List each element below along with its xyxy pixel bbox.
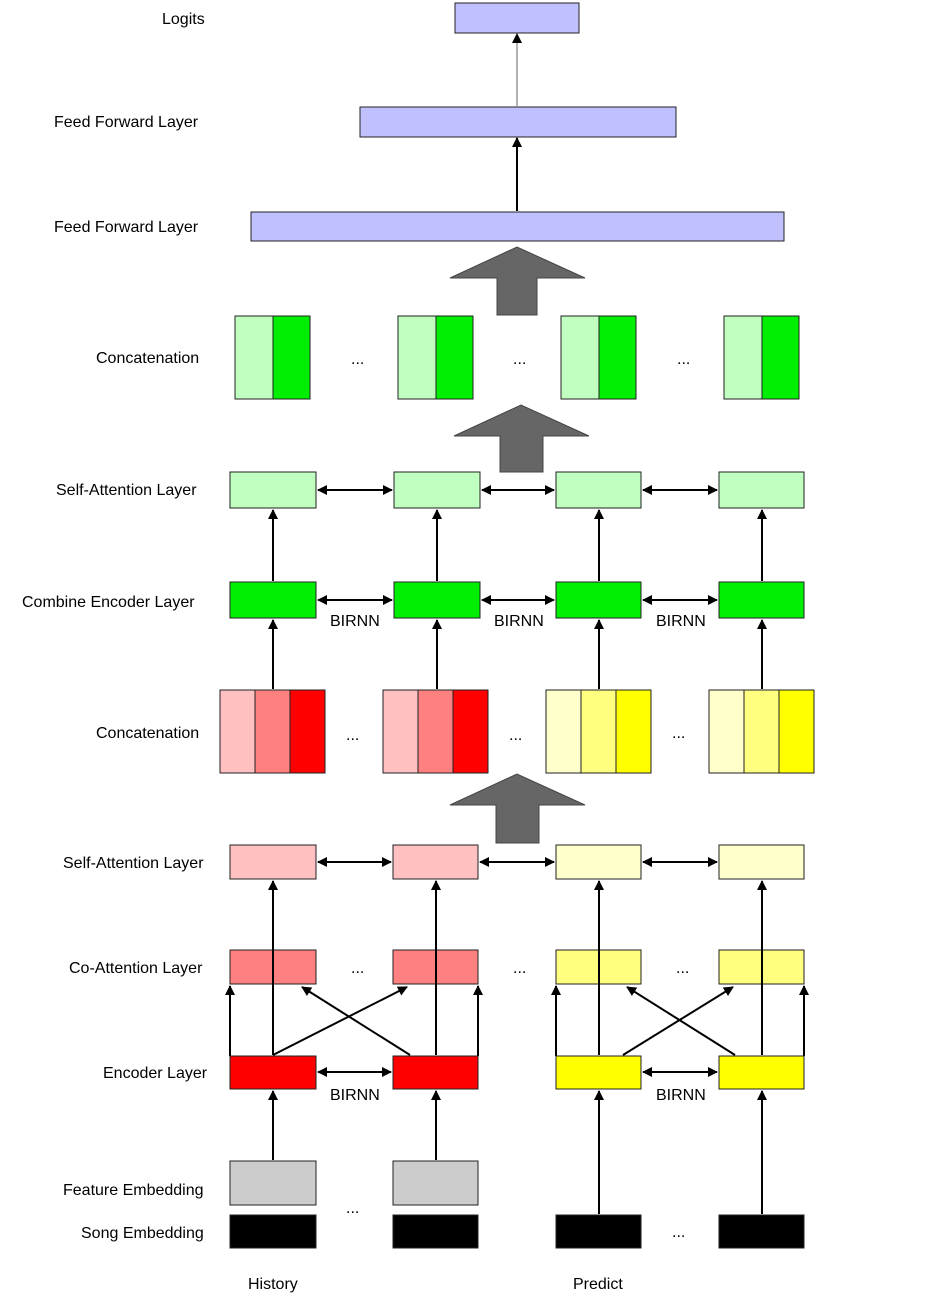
label-concatenation-mid: Concatenation — [96, 725, 199, 742]
label-combine-encoder: Combine Encoder Layer — [22, 594, 195, 611]
arrow-cross — [301, 986, 411, 1056]
ellipsis: ... — [672, 1224, 685, 1241]
big-arrow-up-middle — [453, 404, 590, 473]
self-attention-bottom-box-4 — [718, 844, 805, 880]
co-attention-box-4 — [718, 949, 805, 985]
ellipsis: ... — [346, 727, 359, 744]
concat-mid-block-4 — [708, 689, 815, 774]
co-attention-box-3 — [555, 949, 642, 985]
label-feed-forward-bottom: Feed Forward Layer — [54, 219, 199, 236]
encoder-box-2 — [392, 1055, 479, 1090]
feature-embedding-box-2 — [392, 1160, 479, 1206]
birnn-label: BIRNN — [494, 613, 544, 630]
ellipsis: ... — [351, 960, 364, 977]
concat-top-block-2 — [397, 315, 474, 400]
concat-mid-block-2 — [382, 689, 489, 774]
label-logits: Logits — [162, 11, 205, 28]
encoder-box-1 — [229, 1055, 317, 1090]
self-attention-bottom-box-1 — [229, 844, 317, 880]
feature-embedding-box-1 — [229, 1160, 317, 1206]
label-concatenation-top: Concatenation — [96, 350, 199, 367]
self-attention-bottom-box-2 — [392, 844, 479, 880]
self-attention-top-box-1 — [229, 471, 317, 509]
label-history: History — [248, 1276, 298, 1293]
song-embedding-box-2 — [392, 1214, 479, 1249]
ellipsis: ... — [513, 351, 526, 368]
co-attention-box-1 — [229, 949, 317, 985]
self-attention-top-box-4 — [718, 471, 805, 509]
ellipsis: ... — [676, 960, 689, 977]
feed-forward-top-box — [359, 106, 677, 138]
self-attention-top-box-2 — [393, 471, 481, 509]
label-encoder: Encoder Layer — [103, 1065, 208, 1082]
concat-top-block-3 — [560, 315, 637, 400]
concat-top-block-4 — [723, 315, 800, 400]
logits-box — [454, 2, 580, 34]
label-self-attention-bottom: Self-Attention Layer — [63, 855, 204, 872]
encoder-box-4 — [718, 1055, 805, 1090]
birnn-label: BIRNN — [330, 613, 380, 630]
label-predict: Predict — [573, 1276, 623, 1293]
co-attention-box-2 — [392, 949, 479, 985]
concat-mid-block-3 — [545, 689, 652, 774]
combine-encoder-box-2 — [393, 581, 481, 619]
combine-encoder-box-4 — [718, 581, 805, 619]
combine-encoder-box-1 — [229, 581, 317, 619]
song-embedding-box-1 — [229, 1214, 317, 1249]
birnn-label: BIRNN — [330, 1087, 380, 1104]
arrow-cross — [626, 986, 736, 1056]
ellipsis: ... — [513, 960, 526, 977]
concat-mid-block-1 — [219, 689, 326, 774]
label-co-attention: Co-Attention Layer — [69, 960, 203, 977]
ellipsis: ... — [351, 351, 364, 368]
arrow-cross — [272, 986, 408, 1056]
self-attention-top-box-3 — [555, 471, 642, 509]
big-arrow-up-top — [449, 246, 586, 316]
ellipsis: ... — [509, 727, 522, 744]
combine-encoder-box-3 — [555, 581, 642, 619]
ellipsis: ... — [677, 351, 690, 368]
ellipsis: ... — [672, 725, 685, 742]
ellipsis: ... — [346, 1200, 359, 1217]
song-embedding-box-4 — [718, 1214, 805, 1249]
concat-top-block-1 — [234, 315, 311, 400]
label-song-embedding: Song Embedding — [81, 1225, 204, 1242]
label-feed-forward-top: Feed Forward Layer — [54, 114, 199, 131]
feed-forward-bottom-box — [250, 211, 785, 242]
song-embedding-box-3 — [555, 1214, 642, 1249]
label-self-attention-top: Self-Attention Layer — [56, 482, 197, 499]
birnn-label: BIRNN — [656, 1087, 706, 1104]
big-arrow-up-bottom — [449, 773, 586, 844]
self-attention-bottom-box-3 — [555, 844, 642, 880]
birnn-label: BIRNN — [656, 613, 706, 630]
encoder-box-3 — [555, 1055, 642, 1090]
label-feature-embedding: Feature Embedding — [63, 1182, 204, 1199]
arrow-cross — [622, 986, 734, 1056]
